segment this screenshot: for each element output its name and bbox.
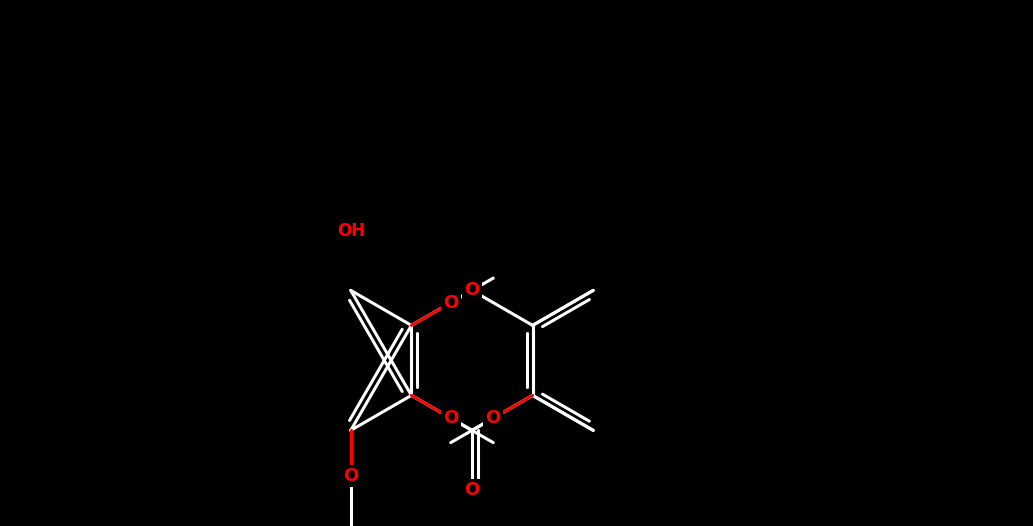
Text: O: O [343,467,358,485]
Text: OH: OH [337,222,365,240]
Text: O: O [443,409,459,427]
Text: O: O [465,281,479,299]
Text: O: O [443,294,459,311]
Text: O: O [465,481,479,499]
Text: O: O [486,409,501,427]
